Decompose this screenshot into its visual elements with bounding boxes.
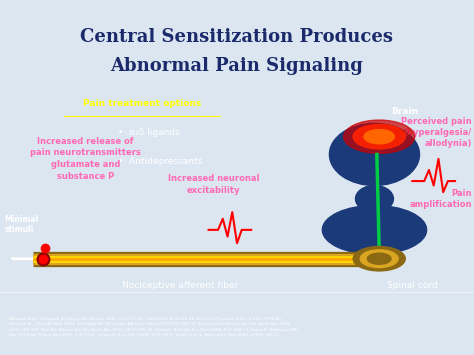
Text: Pain treatment options: Pain treatment options [83,99,201,108]
Text: •  α₂δ ligands: • α₂δ ligands [118,128,180,137]
Text: Spinal cord: Spinal cord [387,281,438,290]
Text: Adapted from: Campbell JN, Meyer RA. Neuron 2006; 52(1):77-92; Gottschalik A, Sm: Adapted from: Campbell JN, Meyer RA. Neu… [9,317,299,337]
Text: Brain: Brain [391,106,418,116]
Ellipse shape [356,185,393,212]
Circle shape [360,250,398,268]
Text: Increased neuronal
excitability: Increased neuronal excitability [167,174,259,195]
Circle shape [364,130,394,144]
Text: Perceived pain
(hyperalgesia/
allodynia): Perceived pain (hyperalgesia/ allodynia) [401,117,472,148]
Ellipse shape [322,206,427,254]
Text: Abnormal Pain Signaling: Abnormal Pain Signaling [110,57,364,75]
Text: Nociceptive afferent fiber: Nociceptive afferent fiber [122,281,238,290]
Circle shape [367,253,391,264]
Circle shape [344,120,415,153]
Text: •  Antidepressants: • Antidepressants [118,157,203,166]
Text: Pain
amplification: Pain amplification [409,189,472,209]
Text: Minimal
stimuli: Minimal stimuli [5,215,39,234]
Text: Central Sensitization Produces: Central Sensitization Produces [81,28,393,46]
Circle shape [353,246,405,271]
Circle shape [353,125,405,149]
Text: Increased release of
pain neurotransmitters
glutamate and
substance P: Increased release of pain neurotransmitt… [30,137,141,181]
Ellipse shape [329,124,419,185]
